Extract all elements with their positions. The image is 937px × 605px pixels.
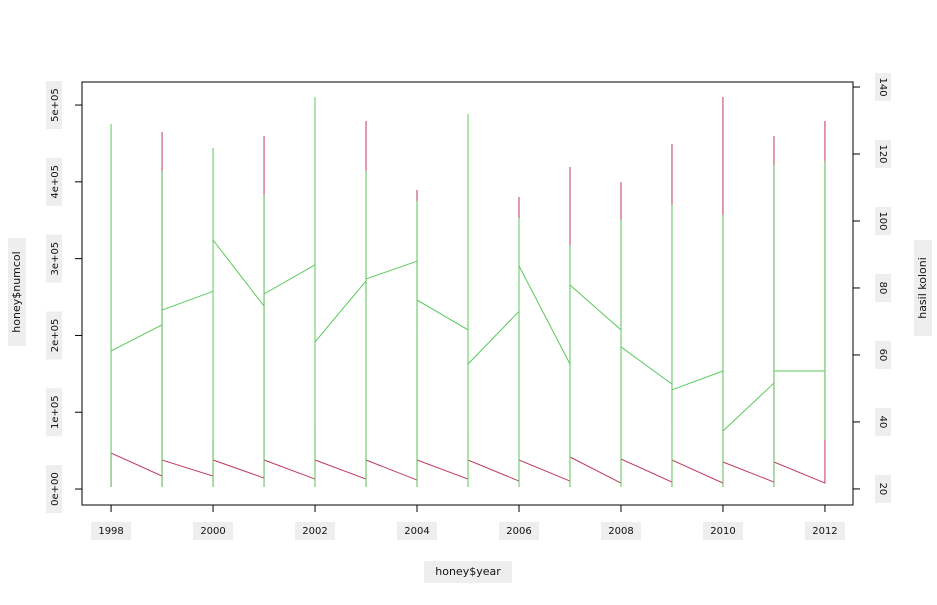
x-tick-label: 2004 xyxy=(404,526,429,537)
tick-label-bg xyxy=(46,157,62,206)
x-axis-label: honey$year xyxy=(435,565,501,578)
plot-frame xyxy=(81,81,854,506)
x-tick-label: 2002 xyxy=(302,526,327,537)
tick-label-bg xyxy=(397,522,438,540)
x-tick-label: 2010 xyxy=(710,526,735,537)
tick-label-bg xyxy=(499,522,540,540)
tick-label-bg xyxy=(46,234,62,283)
x-tick-label: 2012 xyxy=(812,526,837,537)
tick-label-bg xyxy=(875,273,891,302)
y2-tick-label: 20 xyxy=(877,483,888,496)
tick-label-bg xyxy=(91,522,132,540)
tick-label-bg xyxy=(875,407,891,436)
tick-label-bg xyxy=(702,522,743,540)
y2-tick-label: 100 xyxy=(877,211,888,230)
y2-tick-label: 40 xyxy=(877,416,888,429)
tick-label-bg xyxy=(46,465,62,514)
x-tick-label: 2000 xyxy=(200,526,225,537)
tick-label-bg xyxy=(46,388,62,437)
tick-label-bg xyxy=(46,311,62,360)
tick-label-bg xyxy=(46,81,62,130)
tick-label-bg xyxy=(875,73,891,102)
y2-tick-label: 80 xyxy=(877,282,888,295)
y2-axis-label: hasil koloni xyxy=(916,257,929,319)
y-tick-label: 4e+05 xyxy=(50,165,61,199)
y-tick-label: 2e+05 xyxy=(50,319,61,353)
tick-label-bg xyxy=(875,340,891,369)
y-tick-label: 1e+05 xyxy=(50,395,61,429)
tick-label-bg xyxy=(875,474,891,503)
tick-label-bg xyxy=(193,522,234,540)
x-tick-label: 1998 xyxy=(98,526,123,537)
tick-label-bg xyxy=(295,522,336,540)
y2-tick-label: 120 xyxy=(877,144,888,163)
x-tick-label: 2006 xyxy=(506,526,531,537)
series-line xyxy=(110,97,826,487)
label-bg xyxy=(914,240,932,336)
y-tick-label: 3e+05 xyxy=(50,242,61,276)
tick-label-bg xyxy=(875,140,891,169)
label-bg xyxy=(424,561,512,583)
y-tick-label: 5e+05 xyxy=(50,88,61,122)
y-tick-label: 0e+00 xyxy=(50,472,61,506)
y-axis-label: honey$numcol xyxy=(10,251,23,332)
x-tick-label: 2008 xyxy=(608,526,633,537)
label-bg xyxy=(8,238,26,346)
tick-label-bg xyxy=(804,522,845,540)
tick-label-bg xyxy=(875,206,891,235)
y2-tick-label: 140 xyxy=(877,77,888,96)
tick-label-bg xyxy=(600,522,641,540)
y2-tick-label: 60 xyxy=(877,349,888,362)
